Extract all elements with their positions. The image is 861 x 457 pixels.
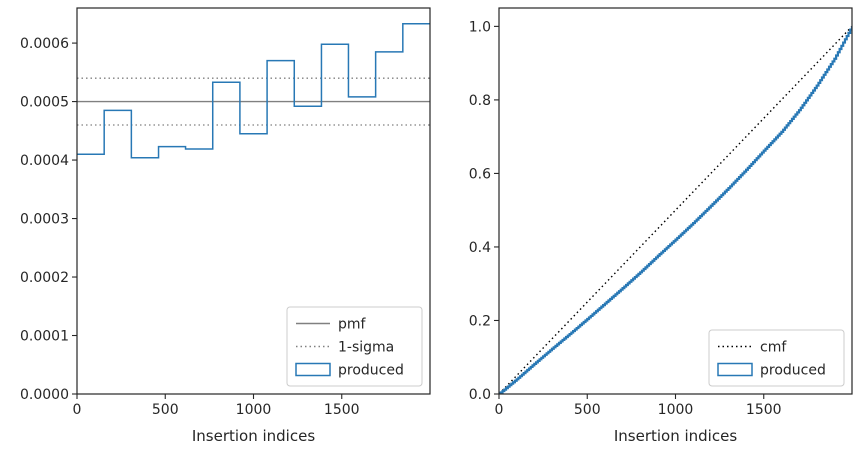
x-tick-label: 0 <box>495 402 504 418</box>
legend-label: pmf <box>338 317 367 333</box>
legend-box <box>708 329 845 387</box>
y-tick-label: 0.0001 <box>20 329 69 345</box>
plot-area <box>499 25 852 394</box>
x-axis-label: Insertion indices <box>614 427 737 445</box>
histogram-produced <box>77 23 430 159</box>
x-tick-label: 1500 <box>746 402 782 418</box>
x-axis-label: Insertion indices <box>192 427 315 445</box>
plot-area <box>77 23 430 159</box>
x-tick-label: 1000 <box>658 402 694 418</box>
subplot-2: 0 500 1000 1500 0.0 0.2 0.4 0.6 0.8 1.0 Insertion … <box>469 7 853 445</box>
y-tick-label: 0.0002 <box>20 270 69 286</box>
y-tick-label: 0.6 <box>469 166 491 182</box>
y-tick-label: 0.8 <box>469 93 491 109</box>
legend-label: produced <box>338 363 404 379</box>
legend-label: cmf <box>760 340 787 356</box>
y-tick-label: 0.4 <box>469 240 491 256</box>
y-tick-label: 0.0005 <box>20 95 69 111</box>
y-tick-label: 0.2 <box>469 313 491 329</box>
legend-box <box>286 306 423 387</box>
y-tick-label: 0.0003 <box>20 212 69 228</box>
y-tick-label: 0.0006 <box>20 36 69 52</box>
y-tick-label: 0.0000 <box>20 387 69 403</box>
x-tick-label: 500 <box>574 402 601 418</box>
y-tick-label: 1.0 <box>469 19 491 35</box>
y-tick-label: 0.0 <box>469 387 491 403</box>
subplot-1: 0 500 1000 1500 0.0000 0.0001 0.0002 0.0003 0.00… <box>20 7 431 445</box>
x-tick-label: 1000 <box>236 402 272 418</box>
y-tick-label: 0.0004 <box>20 153 69 169</box>
legend-swatch-produced <box>717 362 753 377</box>
x-tick-label: 1500 <box>324 402 360 418</box>
legend-label: 1-sigma <box>338 340 394 356</box>
x-tick-label: 0 <box>73 402 82 418</box>
x-tick-label: 500 <box>152 402 179 418</box>
series-produced <box>499 26 852 394</box>
legend: pmf 1-sigma produced <box>286 306 423 387</box>
legend-swatch-produced <box>295 362 331 377</box>
legend: cmf produced <box>708 329 845 387</box>
legend-label: produced <box>760 363 826 379</box>
